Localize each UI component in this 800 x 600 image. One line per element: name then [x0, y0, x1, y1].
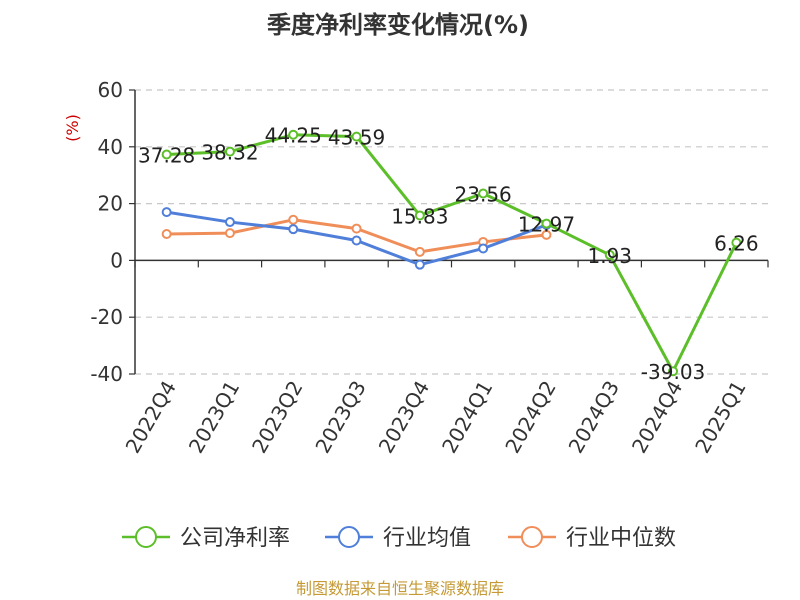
y-tick-label: -40	[90, 362, 123, 386]
data-point[interactable]	[224, 228, 235, 239]
y-tick-label: -20	[90, 305, 123, 329]
data-point[interactable]	[414, 246, 425, 257]
data-label: -39.03	[641, 360, 705, 384]
data-point[interactable]	[288, 129, 299, 140]
data-label: 43.59	[328, 126, 385, 150]
data-point[interactable]	[288, 224, 299, 235]
x-tick-label: 2023Q4	[374, 377, 434, 458]
data-point[interactable]	[161, 149, 172, 160]
data-label: 1.93	[587, 244, 632, 268]
data-label: 15.83	[391, 204, 448, 228]
source-note: 制图数据来自恒生聚源数据库	[296, 579, 504, 598]
data-label: 38.32	[201, 141, 258, 165]
data-label: 6.26	[714, 232, 759, 256]
y-tick-label: 0	[110, 248, 123, 272]
data-label: 44.25	[265, 124, 322, 148]
data-label: 37.28	[138, 144, 195, 168]
x-tick-label: 2024Q3	[564, 377, 624, 458]
data-point[interactable]	[541, 229, 552, 240]
series-layer	[161, 129, 742, 377]
data-point[interactable]	[351, 223, 362, 234]
y-tick-label: 60	[98, 78, 123, 102]
x-tick-label: 2025Q1	[690, 377, 750, 458]
legend-label: 公司净利率	[180, 526, 290, 551]
legend-marker	[135, 526, 157, 548]
y-axis-unit: (%)	[63, 114, 82, 142]
legend-label: 行业中位数	[566, 526, 676, 551]
y-tick-label: 20	[98, 192, 123, 216]
chart-title: 季度净利率变化情况(%)	[267, 11, 529, 39]
data-point[interactable]	[604, 249, 615, 260]
data-point[interactable]	[731, 237, 742, 248]
legend[interactable]: 公司净利率 行业均值 行业中位数	[122, 526, 676, 551]
x-tick-label: 2023Q2	[247, 377, 307, 458]
data-point[interactable]	[478, 188, 489, 199]
legend-marker	[521, 526, 543, 548]
x-tick-label: 2022Q4	[121, 377, 181, 458]
data-point[interactable]	[668, 366, 679, 377]
legend-label: 行业均值	[383, 526, 471, 551]
data-point[interactable]	[478, 243, 489, 254]
data-point[interactable]	[224, 146, 235, 157]
legend-item[interactable]: 行业中位数	[508, 526, 676, 551]
data-point[interactable]	[288, 214, 299, 225]
x-tick-label: 2023Q3	[310, 377, 370, 458]
data-point[interactable]	[541, 218, 552, 229]
data-label: 12.97	[518, 213, 575, 237]
data-point[interactable]	[351, 131, 362, 142]
data-point[interactable]	[161, 228, 172, 239]
series-line	[166, 133, 738, 373]
legend-item[interactable]: 行业均值	[325, 526, 471, 551]
data-point[interactable]	[414, 210, 425, 221]
legend-marker	[338, 526, 360, 548]
x-tick-label: 2023Q1	[184, 377, 244, 458]
x-tick-label: 2024Q2	[500, 377, 560, 458]
x-tick-label: 2024Q1	[437, 377, 497, 458]
data-point[interactable]	[414, 259, 425, 270]
data-point[interactable]	[351, 235, 362, 246]
data-point[interactable]	[161, 207, 172, 218]
y-tick-label: 40	[98, 135, 123, 159]
data-label: 23.56	[455, 182, 512, 206]
data-point[interactable]	[224, 217, 235, 228]
x-tick-label: 2024Q4	[627, 377, 687, 458]
legend-item[interactable]: 公司净利率	[122, 526, 290, 551]
